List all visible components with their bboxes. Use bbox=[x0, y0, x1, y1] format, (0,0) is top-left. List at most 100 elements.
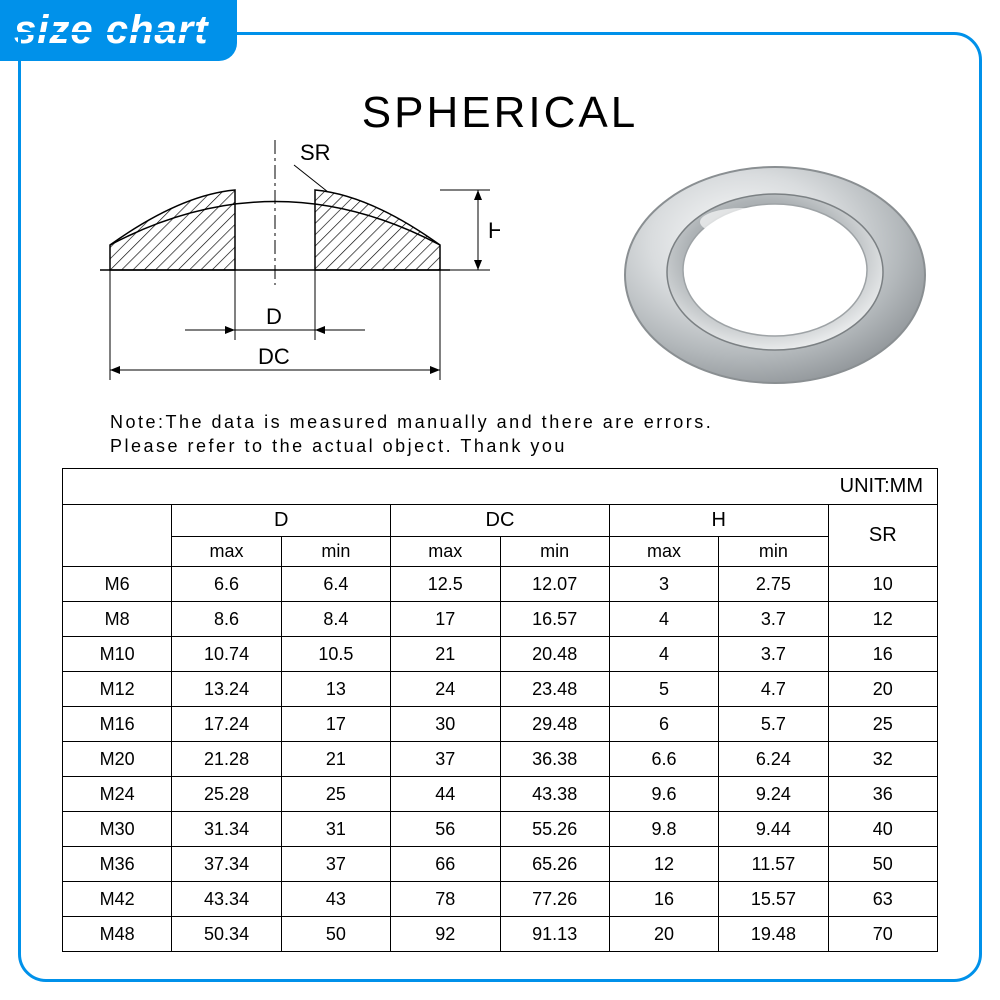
subheader-5: min bbox=[719, 537, 828, 567]
data-cell: 21 bbox=[281, 742, 390, 777]
data-cell: 12.5 bbox=[391, 567, 500, 602]
data-cell: 10.74 bbox=[172, 637, 281, 672]
table-row: M3031.34315655.269.89.4440 bbox=[63, 812, 938, 847]
size-cell: M36 bbox=[63, 847, 172, 882]
data-cell: 9.24 bbox=[719, 777, 828, 812]
data-cell: 6.6 bbox=[172, 567, 281, 602]
data-cell: 37.34 bbox=[172, 847, 281, 882]
data-cell: 92 bbox=[391, 917, 500, 952]
data-cell: 56 bbox=[391, 812, 500, 847]
table-row: M88.68.41716.5743.712 bbox=[63, 602, 938, 637]
data-cell: 70 bbox=[828, 917, 937, 952]
data-cell: 36.38 bbox=[500, 742, 609, 777]
data-cell: 91.13 bbox=[500, 917, 609, 952]
data-cell: 16 bbox=[609, 882, 718, 917]
data-cell: 25 bbox=[281, 777, 390, 812]
data-cell: 5 bbox=[609, 672, 718, 707]
data-cell: 78 bbox=[391, 882, 500, 917]
subheader-4: max bbox=[609, 537, 718, 567]
subheader-3: min bbox=[500, 537, 609, 567]
data-cell: 50.34 bbox=[172, 917, 281, 952]
data-cell: 29.48 bbox=[500, 707, 609, 742]
data-cell: 8.6 bbox=[172, 602, 281, 637]
data-cell: 3.7 bbox=[719, 602, 828, 637]
data-cell: 50 bbox=[828, 847, 937, 882]
data-cell: 25 bbox=[828, 707, 937, 742]
data-cell: 10.5 bbox=[281, 637, 390, 672]
data-cell: 15.57 bbox=[719, 882, 828, 917]
data-cell: 21 bbox=[391, 637, 500, 672]
label-d: D bbox=[266, 304, 282, 329]
note-text: Note:The data is measured manually and t… bbox=[110, 410, 713, 459]
data-cell: 12 bbox=[828, 602, 937, 637]
size-cell: M42 bbox=[63, 882, 172, 917]
header-sr: SR bbox=[828, 505, 937, 567]
data-cell: 12 bbox=[609, 847, 718, 882]
data-cell: 55.26 bbox=[500, 812, 609, 847]
data-cell: 11.57 bbox=[719, 847, 828, 882]
subheader-0: max bbox=[172, 537, 281, 567]
table-row: M1617.24173029.4865.725 bbox=[63, 707, 938, 742]
data-cell: 9.8 bbox=[609, 812, 718, 847]
data-cell: 23.48 bbox=[500, 672, 609, 707]
data-cell: 3.7 bbox=[719, 637, 828, 672]
header-dc: DC bbox=[391, 505, 610, 537]
size-cell: M48 bbox=[63, 917, 172, 952]
data-cell: 37 bbox=[391, 742, 500, 777]
note-line-2: Please refer to the actual object. Thank… bbox=[110, 434, 713, 458]
data-cell: 12.07 bbox=[500, 567, 609, 602]
data-cell: 20.48 bbox=[500, 637, 609, 672]
data-cell: 43.34 bbox=[172, 882, 281, 917]
data-cell: 5.7 bbox=[719, 707, 828, 742]
data-cell: 17 bbox=[281, 707, 390, 742]
size-cell: M8 bbox=[63, 602, 172, 637]
data-cell: 66 bbox=[391, 847, 500, 882]
data-cell: 31.34 bbox=[172, 812, 281, 847]
header-h: H bbox=[609, 505, 828, 537]
unit-cell: UNIT:MM bbox=[63, 469, 938, 505]
data-cell: 32 bbox=[828, 742, 937, 777]
data-cell: 9.6 bbox=[609, 777, 718, 812]
data-cell: 50 bbox=[281, 917, 390, 952]
data-cell: 44 bbox=[391, 777, 500, 812]
table-row: M3637.34376665.261211.5750 bbox=[63, 847, 938, 882]
data-cell: 2.75 bbox=[719, 567, 828, 602]
data-cell: 43 bbox=[281, 882, 390, 917]
data-cell: 77.26 bbox=[500, 882, 609, 917]
table-row: M2021.28213736.386.66.2432 bbox=[63, 742, 938, 777]
technical-diagram: SR H D DC bbox=[70, 140, 500, 410]
table-row: M4243.34437877.261615.5763 bbox=[63, 882, 938, 917]
product-photo bbox=[610, 150, 940, 390]
data-cell: 4 bbox=[609, 637, 718, 672]
label-sr: SR bbox=[300, 140, 331, 165]
data-cell: 21.28 bbox=[172, 742, 281, 777]
data-cell: 40 bbox=[828, 812, 937, 847]
size-cell: M12 bbox=[63, 672, 172, 707]
table-row: M66.66.412.512.0732.7510 bbox=[63, 567, 938, 602]
data-cell: 9.44 bbox=[719, 812, 828, 847]
data-cell: 31 bbox=[281, 812, 390, 847]
data-cell: 13.24 bbox=[172, 672, 281, 707]
data-cell: 17 bbox=[391, 602, 500, 637]
data-cell: 6.6 bbox=[609, 742, 718, 777]
size-cell: M20 bbox=[63, 742, 172, 777]
data-cell: 20 bbox=[609, 917, 718, 952]
data-cell: 17.24 bbox=[172, 707, 281, 742]
data-cell: 8.4 bbox=[281, 602, 390, 637]
note-line-1: Note:The data is measured manually and t… bbox=[110, 410, 713, 434]
size-table: UNIT:MM D DC H SR maxminmaxminmaxminM66.… bbox=[62, 468, 938, 952]
data-cell: 30 bbox=[391, 707, 500, 742]
data-cell: 6 bbox=[609, 707, 718, 742]
table-row: M4850.34509291.132019.4870 bbox=[63, 917, 938, 952]
label-h: H bbox=[488, 218, 500, 243]
data-cell: 19.48 bbox=[719, 917, 828, 952]
data-cell: 6.4 bbox=[281, 567, 390, 602]
size-cell: M10 bbox=[63, 637, 172, 672]
table-row: M1010.7410.52120.4843.716 bbox=[63, 637, 938, 672]
data-cell: 37 bbox=[281, 847, 390, 882]
data-cell: 16.57 bbox=[500, 602, 609, 637]
header-empty bbox=[63, 505, 172, 567]
page-title: SPHERICAL bbox=[0, 88, 1000, 138]
subheader-2: max bbox=[391, 537, 500, 567]
data-cell: 20 bbox=[828, 672, 937, 707]
